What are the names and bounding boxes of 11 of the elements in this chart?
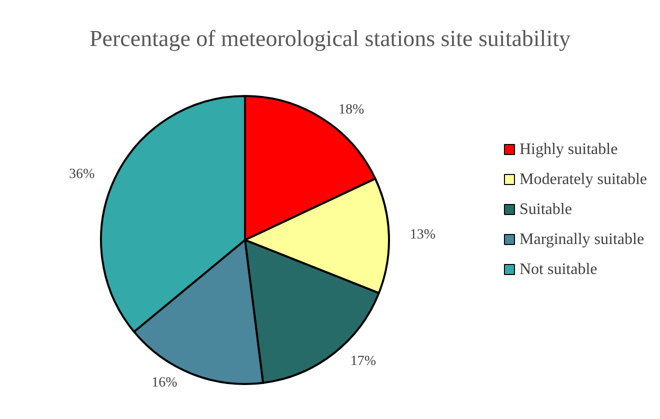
legend-label: Moderately suitable <box>519 171 647 188</box>
data-label: 17% <box>350 354 376 370</box>
data-label: 18% <box>338 102 365 118</box>
legend-label: Marginally suitable <box>519 231 644 248</box>
legend-label: Suitable <box>519 201 572 218</box>
data-label: 13% <box>410 228 436 243</box>
data-label: 36% <box>68 166 95 182</box>
legend-label: Highly suitable <box>519 141 618 158</box>
chart-title: Percentage of meteorological stations site suitability <box>90 26 571 51</box>
data-label: 16% <box>152 376 178 391</box>
legend-label: Not suitable <box>519 261 598 278</box>
